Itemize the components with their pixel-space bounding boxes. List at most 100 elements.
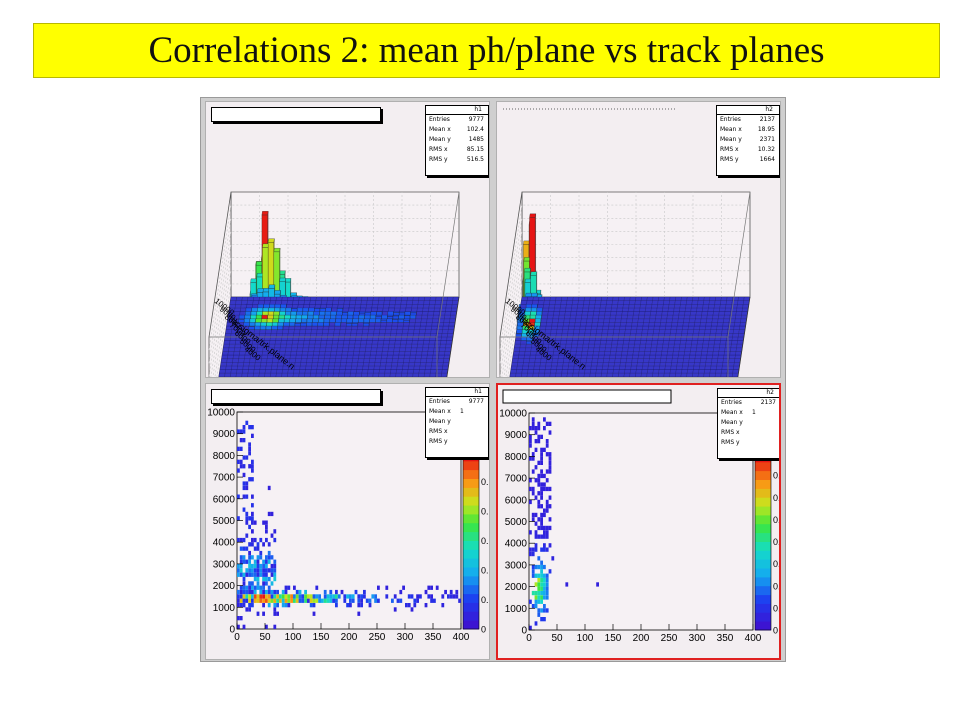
heatmap-bin xyxy=(276,598,279,603)
lego-floor-bin xyxy=(229,340,236,345)
heatmap-bin xyxy=(354,589,358,595)
lego-floor-bin xyxy=(276,369,283,374)
lego-floor-bin xyxy=(308,343,316,348)
lego-floor-bin xyxy=(705,362,712,367)
lego-floor-bin xyxy=(430,329,438,334)
heatmap-bin xyxy=(337,594,341,599)
lego-floor-bin xyxy=(439,347,446,352)
lego-floor-bin xyxy=(380,322,387,327)
heatmap-bin xyxy=(540,456,543,461)
lego-floor-bin xyxy=(729,351,737,356)
lego-floor-bin xyxy=(418,372,425,377)
lego-floor-bin xyxy=(320,343,327,348)
pad-lego-h1[interactable]: 0.0250.020.0150.010.00500501001502002503… xyxy=(205,101,490,378)
lego-floor-bin xyxy=(288,329,295,334)
lego-bar xyxy=(525,292,532,297)
lego-floor-bin xyxy=(349,296,357,301)
wall-gridline xyxy=(499,218,750,364)
lego-floor-bin xyxy=(679,340,687,345)
pad-lego-h2[interactable]: 0.040.0350.030.0250.020.0150.010.0050050… xyxy=(496,101,781,378)
lego-floor-bin xyxy=(445,307,452,312)
lego-floor-bin xyxy=(328,362,336,367)
lego-floor-bin xyxy=(709,372,716,377)
y-tick-label: 8000 xyxy=(505,452,528,463)
lego-floor-bin xyxy=(675,372,682,377)
heatmap-bin xyxy=(256,598,260,603)
lego-floor-bin xyxy=(326,336,334,341)
lego-floor-bin xyxy=(630,329,637,334)
lego-floor-bin xyxy=(571,340,579,345)
lego-floor-bin xyxy=(652,369,660,374)
heatmap-bin xyxy=(304,598,307,603)
lego-floor-bin xyxy=(361,372,368,377)
lego-floor-bin xyxy=(408,322,416,327)
lego-floor-bin xyxy=(644,351,651,356)
lego-floor-bin xyxy=(400,300,408,305)
y-tick-label: 8000 xyxy=(213,451,236,462)
heatmap-bin xyxy=(239,555,243,560)
lego-floor-bin xyxy=(607,365,615,370)
heatmap-bin xyxy=(534,604,538,609)
pad-colz-h1[interactable]: 0 50 100 150 200 250 300 350 400 10000 9000 8000 700… xyxy=(205,383,490,660)
heatmap-bin xyxy=(245,568,249,573)
lego-floor-bin xyxy=(586,354,594,359)
lego-floor-bin xyxy=(417,300,425,305)
heatmap-bin xyxy=(242,472,246,478)
lego-floor-bin xyxy=(293,329,301,334)
lego-floor-bin xyxy=(292,300,299,305)
lego-floor-bin xyxy=(361,336,368,341)
heatmap-bin xyxy=(548,486,552,492)
heatmap-bin xyxy=(256,546,260,551)
lego-floor-bin xyxy=(387,347,395,352)
heatmap-bin xyxy=(312,598,316,603)
lego-floor-bin xyxy=(304,369,312,374)
x-tick-label: 100 xyxy=(577,633,594,644)
lego-floor-bin xyxy=(606,376,613,377)
lego-floor-bin xyxy=(281,336,288,341)
heatmap-bin xyxy=(245,559,249,564)
lego-floor-bin xyxy=(353,351,360,356)
lego-floor-bin xyxy=(369,354,377,359)
lego-bar xyxy=(397,318,404,323)
heatmap-bin xyxy=(529,434,532,439)
lego-floor-bin xyxy=(366,376,373,377)
lego-floor-bin xyxy=(315,372,323,377)
lego-floor-bin xyxy=(681,329,689,334)
lego-floor-bin xyxy=(672,311,680,316)
lego-floor-bin xyxy=(732,333,739,338)
lego-floor-bin xyxy=(264,296,272,301)
lego-floor-bin xyxy=(523,358,530,363)
heatmap-bin xyxy=(248,585,251,590)
lego-floor-bin xyxy=(444,347,452,352)
heatmap-bin xyxy=(239,603,243,608)
lego-floor-bin xyxy=(658,333,665,338)
lego-floor-bin xyxy=(672,351,680,356)
lego-floor-bin xyxy=(260,358,268,363)
lego-floor-bin xyxy=(293,369,300,374)
lego-floor-bin xyxy=(735,347,743,352)
heatmap-bin xyxy=(548,569,552,574)
lego-floor-bin xyxy=(372,376,379,377)
lego-floor-bin xyxy=(572,372,579,377)
lego-floor-bin xyxy=(356,329,363,334)
stats-box-h1: h1 Entries 9777 Mean x 102.4 Mean y 1485 RM… xyxy=(425,105,489,176)
lego-floor-bin xyxy=(708,304,715,309)
heatmap-bin xyxy=(265,537,268,543)
heatmap-bin xyxy=(273,559,277,564)
heatmap-bin xyxy=(537,473,541,479)
lego-floor-bin xyxy=(395,369,403,374)
heatmap-bin xyxy=(416,598,419,603)
lego-floor-bin xyxy=(632,314,640,319)
lego-floor-bin xyxy=(340,322,347,327)
lego-floor-bin xyxy=(359,347,366,352)
heatmap-bin xyxy=(237,568,240,573)
heatmap-bin xyxy=(537,582,541,587)
pad-colz-h2-selected[interactable]: 0 50 100 150 200 250 300 350 400 10000 9000 8000 700… xyxy=(496,383,781,660)
heatmap-bin xyxy=(237,594,240,599)
heatmap-bin xyxy=(326,598,330,603)
lego-floor-bin xyxy=(641,329,649,334)
lego-floor-bin xyxy=(336,351,343,356)
lego-floor-bin xyxy=(676,325,684,330)
lego-floor-bin xyxy=(240,307,247,312)
lego-floor-bin xyxy=(230,372,237,377)
